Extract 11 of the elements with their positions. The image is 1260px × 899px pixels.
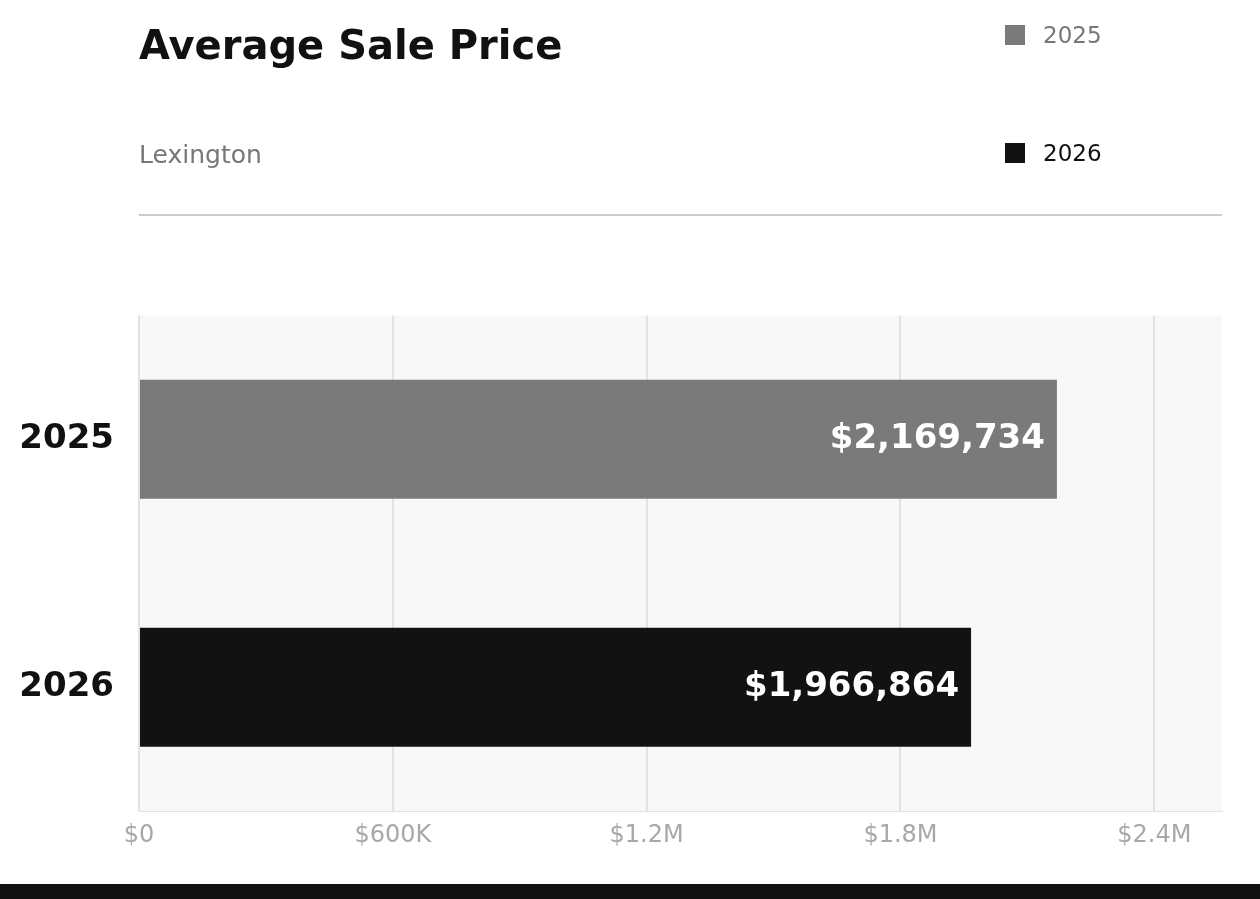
x-tick-label: $1.2M <box>609 819 684 848</box>
chart-subtitle: Lexington <box>139 140 262 169</box>
x-tick-label: $600K <box>354 819 433 848</box>
chart-title: Average Sale Price <box>139 22 563 68</box>
x-tick-label: $1.8M <box>863 819 938 848</box>
x-tick-label: $2.4M <box>1117 819 1192 848</box>
data-label: $2,169,734 <box>829 416 1045 457</box>
legend-label: 2025 <box>1043 22 1102 48</box>
x-tick-label: $0 <box>123 819 155 848</box>
data-label: $1,966,864 <box>743 664 960 705</box>
legend-label: 2026 <box>1043 140 1102 166</box>
